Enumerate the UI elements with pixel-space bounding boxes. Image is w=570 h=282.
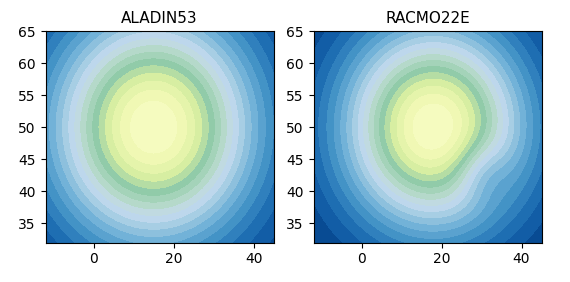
Title: RACMO22E: RACMO22E <box>385 11 470 26</box>
Title: ALADIN53: ALADIN53 <box>121 11 198 26</box>
